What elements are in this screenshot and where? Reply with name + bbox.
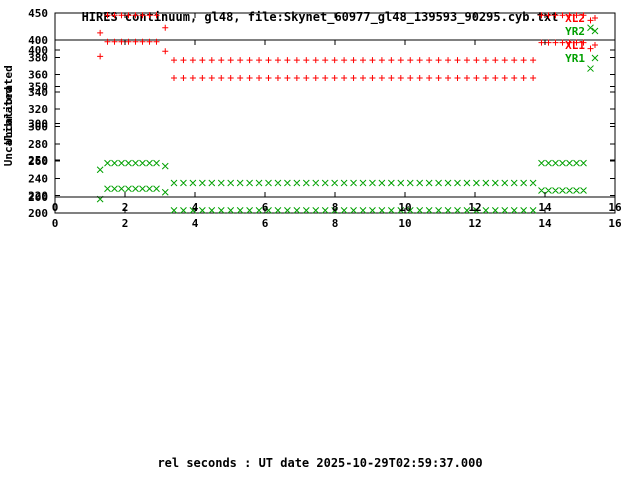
x-tick-label: 2: [122, 201, 129, 214]
y-tick-label: 400: [28, 44, 48, 57]
y-tick-label: 350: [28, 81, 48, 94]
x-tick-label: 8: [332, 217, 339, 230]
y-tick-label: 240: [28, 172, 48, 185]
legend-marker-YR2: [591, 27, 599, 35]
y-tick-label: 260: [28, 155, 48, 168]
legend-label-YR2: YR2: [565, 25, 585, 38]
x-tick-label: 0: [52, 217, 59, 230]
x-axis-label: rel seconds : UT date 2025-10-29T02:59:3…: [157, 456, 483, 470]
legend-marker-XL1: [592, 42, 598, 48]
y-tick-label: 280: [28, 138, 48, 151]
series-points-YR2: [96, 24, 594, 187]
x-tick-label: 12: [468, 201, 481, 214]
y-tick-label: 200: [28, 191, 48, 204]
x-tick-label: 10: [398, 217, 411, 230]
y-tick-label: 380: [28, 51, 48, 64]
axis-ticks: [54, 12, 616, 198]
x-tick-label: 16: [608, 217, 622, 230]
legend-label-YR1: YR1: [565, 52, 585, 65]
x-tick-label: 8: [332, 201, 339, 214]
y-tick-label: 200: [28, 207, 48, 220]
x-tick-label: 2: [122, 217, 129, 230]
x-tick-label: 14: [538, 201, 552, 214]
x-tick-label: 16: [608, 201, 622, 214]
legend-label-XL2: XL2: [565, 12, 585, 25]
x-tick-label: 6: [262, 201, 269, 214]
series-points-XL1: [97, 38, 594, 82]
x-tick-label: 4: [192, 201, 199, 214]
x-tick-label: 10: [398, 201, 411, 214]
y-axis-label: Uncalibrated: [2, 65, 15, 144]
plot-border: [54, 12, 616, 198]
y-tick-label: 220: [28, 190, 48, 203]
x-tick-label: 0: [52, 201, 59, 214]
y-tick-label: 320: [28, 103, 48, 116]
y-tick-label: 250: [28, 154, 48, 167]
upper-panel-chart: 0 2 4 6 8 10 12 14 16200220240260280300320340360…: [2, 34, 622, 230]
x-tick-label: 14: [538, 217, 552, 230]
y-tick-label: 340: [28, 86, 48, 99]
y-tick-label: 450: [28, 7, 48, 20]
lower-panel-chart: 0 2 4 6 8 10 12 14 16 200 250 300 350 400 450 Uncalibra…: [2, 7, 622, 214]
y-tick-label: 400: [28, 34, 48, 47]
y-axis-label: Uncalibrated: [2, 87, 15, 166]
series-points-YR1: [96, 65, 594, 214]
x-tick-label: 4: [192, 217, 199, 230]
legend-marker-XL2: [592, 15, 598, 21]
legend-label-XL1: XL1: [565, 39, 585, 52]
series-points-XL2: [97, 12, 594, 64]
x-tick-label: 12: [468, 217, 481, 230]
y-tick-label: 300: [28, 121, 48, 134]
legend-marker-YR1: [591, 54, 599, 62]
y-tick-label: 360: [28, 69, 48, 82]
y-tick-label: 300: [28, 117, 48, 130]
x-tick-label: 6: [262, 217, 269, 230]
